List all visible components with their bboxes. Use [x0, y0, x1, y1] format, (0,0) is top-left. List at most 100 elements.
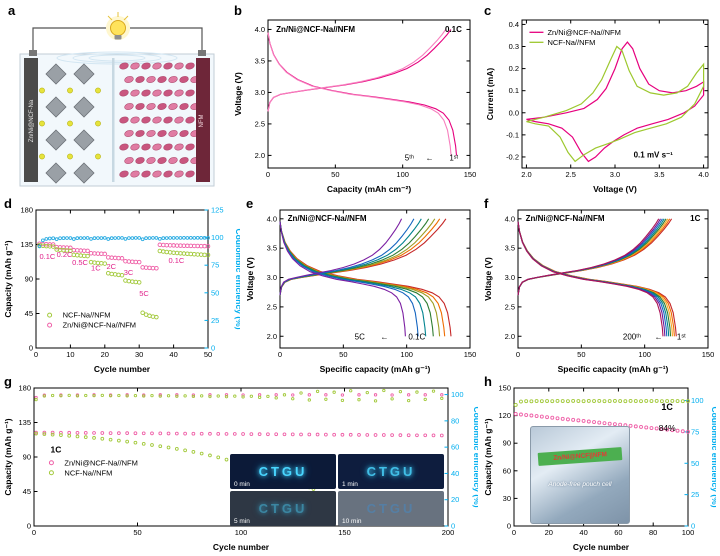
svg-text:Specific capacity (mAh g⁻¹): Specific capacity (mAh g⁻¹)	[558, 364, 669, 374]
svg-text:150: 150	[702, 350, 715, 359]
svg-text:3.0: 3.0	[267, 273, 277, 282]
svg-text:0.5C: 0.5C	[72, 258, 88, 267]
panel-letter-c: c	[484, 3, 492, 18]
svg-text:Cycle number: Cycle number	[573, 542, 630, 552]
svg-text:45: 45	[23, 487, 31, 496]
pouch-strip-text: Zn/Ni@NCF||NFM	[552, 451, 608, 462]
svg-text:20: 20	[451, 495, 459, 504]
chart-h-pouch-cycling: 0 20 40 60 80 100 0 30 60 90 120 150 0 25 50 75 100 Cycle…	[482, 380, 720, 554]
led-photo-label: 0 min	[234, 481, 250, 488]
svg-text:NCF-Na//NFM: NCF-Na//NFM	[547, 38, 595, 47]
svg-text:75: 75	[211, 261, 219, 270]
svg-text:100: 100	[211, 233, 224, 242]
separator	[112, 58, 115, 182]
svg-text:3.0: 3.0	[505, 273, 515, 282]
led-display-text: CTGU	[366, 464, 416, 479]
svg-text:0: 0	[27, 522, 31, 531]
svg-text:0.1C: 0.1C	[168, 256, 184, 265]
svg-text:50: 50	[133, 528, 141, 537]
svg-text:Voltage (V): Voltage (V)	[593, 184, 637, 194]
svg-text:20: 20	[545, 528, 553, 537]
svg-text:Voltage (V): Voltage (V)	[245, 257, 255, 301]
svg-text:135: 135	[20, 240, 33, 249]
svg-text:200: 200	[442, 528, 455, 537]
anode-structure	[45, 63, 95, 184]
svg-text:40: 40	[579, 528, 587, 537]
svg-text:Voltage (V): Voltage (V)	[483, 257, 493, 301]
svg-text:0: 0	[278, 350, 282, 359]
svg-text:0.1: 0.1	[509, 86, 519, 95]
svg-text:0: 0	[451, 522, 455, 531]
svg-text:50: 50	[577, 350, 585, 359]
chart-d-rate-capability: 0 10 20 30 40 50 0 45 90 135 180 0 25 50 75 100 125 Cycle…	[2, 200, 244, 376]
svg-text:0.0: 0.0	[509, 108, 519, 117]
svg-text:60: 60	[614, 528, 622, 537]
svg-text:4.0: 4.0	[505, 214, 515, 223]
svg-text:Voltage (V): Voltage (V)	[233, 72, 243, 116]
svg-text:80: 80	[451, 416, 459, 425]
svg-text:4.0: 4.0	[255, 25, 265, 34]
chart-f-cycle-curves: 0 50 100 150 2.0 2.5 3.0 3.5 4.0 Specific capacit…	[482, 200, 716, 376]
svg-text:50: 50	[331, 170, 339, 179]
svg-text:25: 25	[211, 316, 219, 325]
svg-text:75: 75	[691, 427, 699, 436]
svg-text:100: 100	[451, 390, 464, 399]
led-display-text: CTGU	[258, 501, 308, 516]
led-photo-inset: CTGU 0 min CTGU 1 min CTGU 5 min CTGU 10…	[230, 454, 444, 526]
panel-a-schematic: Zn/Ni@NCF-Na NFM	[6, 8, 228, 194]
svg-text:3.5: 3.5	[505, 244, 515, 253]
circuit-wire-right	[130, 27, 203, 54]
cathode-collector	[196, 58, 210, 182]
cell-schematic: Zn/Ni@NCF-Na NFM	[19, 12, 215, 187]
svg-text:1C: 1C	[91, 264, 101, 273]
svg-text:Capacity (mAh cm⁻²): Capacity (mAh cm⁻²)	[327, 184, 411, 194]
svg-text:2.5: 2.5	[505, 302, 515, 311]
svg-text:2.0: 2.0	[255, 151, 265, 160]
svg-text:90: 90	[25, 275, 33, 284]
chart-e-rate-curves: 0 50 100 150 2.0 2.5 3.0 3.5 4.0 Specific capacit…	[244, 200, 478, 376]
svg-text:2C: 2C	[107, 262, 117, 271]
svg-text:100: 100	[400, 350, 413, 359]
svg-text:Zn/Ni@NCF-Na//NFM: Zn/Ni@NCF-Na//NFM	[526, 214, 605, 223]
svg-text:0.2C: 0.2C	[57, 250, 73, 259]
sodium-atoms	[39, 87, 101, 160]
led-photo-5min: CTGU 5 min	[230, 491, 336, 526]
svg-text:0: 0	[211, 344, 215, 353]
pouch-label-strip: Zn/Ni@NCF||NFM	[537, 447, 623, 466]
svg-text:2.5: 2.5	[255, 119, 265, 128]
cathode-nanorods	[119, 62, 200, 178]
anode-collector	[24, 58, 38, 182]
svg-text:3.5: 3.5	[255, 56, 265, 65]
svg-text:90: 90	[503, 439, 511, 448]
electrolyte-ripples	[56, 51, 178, 65]
svg-text:0: 0	[32, 528, 36, 537]
svg-text:0: 0	[29, 344, 33, 353]
svg-text:2.5: 2.5	[267, 302, 277, 311]
led-photo-10min: CTGU 10 min	[338, 491, 444, 526]
led-photo-0min: CTGU 0 min	[230, 454, 336, 489]
svg-text:3.0: 3.0	[610, 170, 620, 179]
svg-text:Zn/Ni@NCF-Na//NFM: Zn/Ni@NCF-Na//NFM	[276, 25, 355, 34]
svg-text:0.1 mV s⁻¹: 0.1 mV s⁻¹	[634, 151, 674, 160]
svg-text:Capacity (mAh g⁻¹): Capacity (mAh g⁻¹)	[3, 240, 13, 317]
svg-text:125: 125	[211, 206, 224, 215]
svg-text:Zn/Ni@NCF-Na//NFM: Zn/Ni@NCF-Na//NFM	[547, 28, 620, 37]
svg-text:0.3: 0.3	[509, 42, 519, 51]
led-display-text: CTGU	[258, 464, 308, 479]
svg-text:0: 0	[691, 522, 695, 531]
svg-text:1C: 1C	[51, 444, 62, 454]
led-photo-1min: CTGU 1 min	[338, 454, 444, 489]
svg-text:25: 25	[691, 490, 699, 499]
svg-text:100: 100	[235, 528, 248, 537]
svg-text:50: 50	[691, 459, 699, 468]
svg-text:100: 100	[691, 396, 704, 405]
svg-text:40: 40	[451, 469, 459, 478]
svg-text:100: 100	[396, 170, 409, 179]
panel-letter-d: d	[4, 196, 12, 211]
chart-g-cycling: 0 50 100 150 200 0 45 90 135 180 0 20 40 60 80 100 Cycle…	[2, 380, 482, 554]
svg-text:5ᵗʰ: 5ᵗʰ	[405, 154, 414, 163]
led-photo-label: 10 min	[342, 518, 362, 525]
svg-text:Zn/Ni@NCF-Na//NFM: Zn/Ni@NCF-Na//NFM	[63, 321, 136, 330]
svg-text:150: 150	[464, 170, 477, 179]
